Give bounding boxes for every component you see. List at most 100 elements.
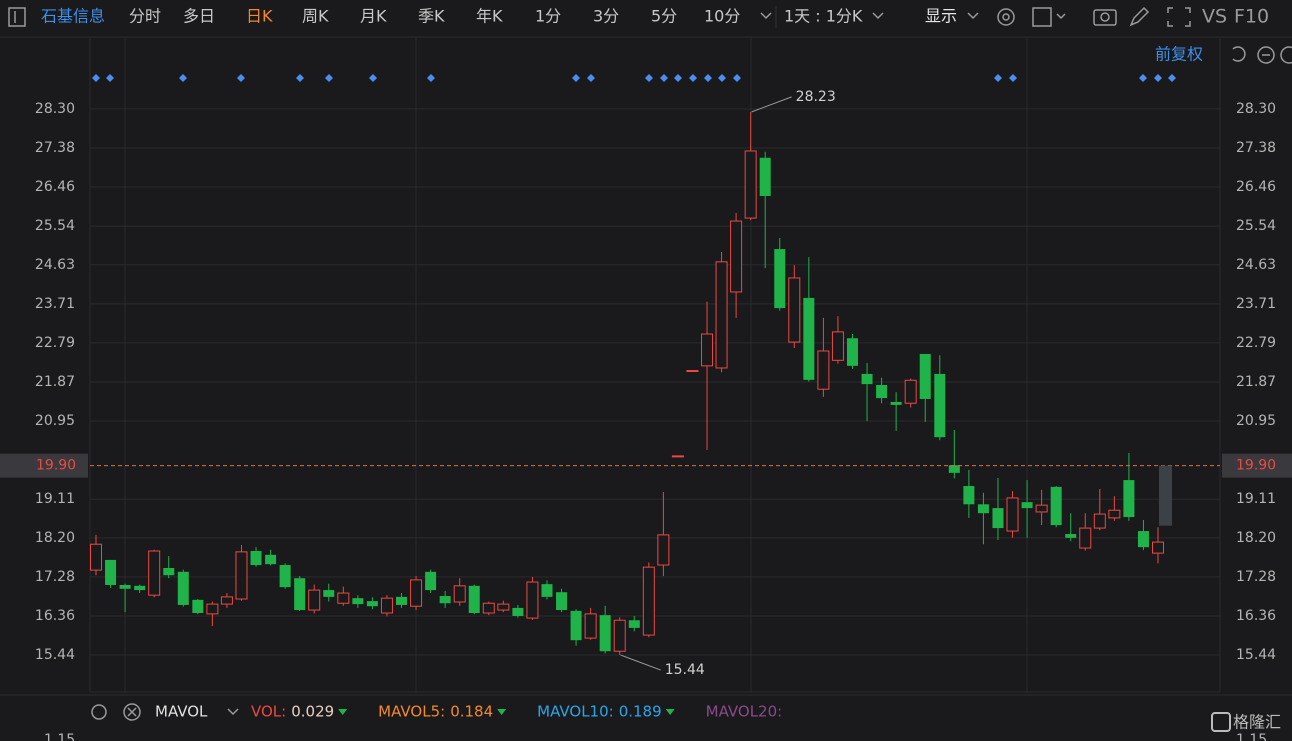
last-price-label: 19.90 [1236,458,1276,474]
indicator-settings-icon[interactable] [91,704,107,720]
last-price-label: 19.90 [36,458,76,474]
tab[interactable]: 10分 [704,7,740,26]
event-marker[interactable] [660,74,668,82]
candle-body [992,508,1004,529]
tab[interactable]: 日K [246,7,273,26]
candle-body [90,543,102,571]
event-marker[interactable] [733,74,741,82]
candle-body [105,559,117,585]
dropdown-arrow[interactable] [872,12,884,20]
checkbox-icon[interactable] [1032,7,1052,27]
event-marker[interactable] [689,74,697,82]
tab[interactable]: 1分 [535,7,561,26]
y-tick-label: 26.46 [35,179,75,195]
panel-icon[interactable] [8,7,26,27]
y-tick-label-right: 19.11 [1236,491,1276,507]
indicator-label: VOL: [251,703,286,721]
candle-body [890,401,902,405]
candle-body [366,601,378,607]
draw-icon[interactable] [1129,6,1150,27]
candle-body [1093,513,1106,529]
candle-body [701,333,714,367]
camera-icon[interactable] [1093,9,1117,26]
tab[interactable]: 多日 [183,7,215,26]
settings-icon[interactable] [997,8,1015,26]
event-marker[interactable] [179,74,187,82]
candle-body [468,585,480,614]
event-marker[interactable] [1154,74,1162,82]
tab[interactable]: 周K [302,7,329,26]
current-bar-indicator [1159,465,1172,526]
indicator-close-icon[interactable] [123,703,141,721]
dropdown-arrow[interactable] [1056,13,1066,20]
event-marker[interactable] [645,74,653,82]
event-marker[interactable] [587,74,595,82]
y-tick-label-right: 20.95 [1236,413,1276,429]
indicator-name[interactable]: MAVOL [155,703,208,721]
event-marker[interactable] [674,74,682,82]
period-select[interactable]: 1天 : 1分K [784,7,863,26]
reset-icon[interactable] [1232,46,1246,62]
candle-body [134,585,146,591]
indicator-values: VOL: 0.029 MAVOL5: 0.184 MAVOL10: 0.189 MAVOL2… [251,703,782,721]
tab[interactable]: 季K [418,7,445,26]
f10-button[interactable]: F10 [1234,6,1269,28]
tab[interactable]: 月K [360,7,387,26]
candle-body [1152,541,1164,554]
candle-body [541,584,553,597]
trend-arrow [665,709,675,715]
tab[interactable]: 3分 [593,7,619,26]
event-marker[interactable] [92,74,100,82]
candle-body [177,571,189,605]
candle-body [556,592,568,611]
dropdown-arrow[interactable] [760,12,772,20]
indicator-label: MAVOL5: [378,703,445,721]
dropdown-arrow[interactable] [967,12,979,20]
candle-body [294,578,306,611]
candle-body [803,297,815,380]
y-tick-label-right: 26.46 [1236,179,1276,195]
event-marker[interactable] [718,74,726,82]
last-price-box [1222,453,1292,478]
event-marker[interactable] [369,74,377,82]
event-marker[interactable] [572,74,580,82]
event-marker[interactable] [1168,74,1176,82]
camera-lens [1100,12,1110,22]
candle-body [482,602,495,614]
event-marker[interactable] [325,74,333,82]
y-tick-label: 21.87 [35,374,75,390]
event-marker[interactable] [237,74,245,82]
event-marker[interactable] [106,74,114,82]
stock-name[interactable]: 石基信息 [41,7,105,26]
zoom-in-icon[interactable] [1280,46,1292,64]
candle-body [1123,480,1135,518]
y-tick-label-right: 15.44 [1236,647,1276,663]
candle-body [337,592,350,604]
tab[interactable]: 分时 [129,7,161,26]
tab[interactable]: 年K [476,7,503,26]
dropdown-arrow[interactable] [227,708,239,716]
display-menu[interactable]: 显示 [925,7,957,26]
event-marker[interactable] [1009,74,1017,82]
candle-body [876,384,888,399]
event-marker[interactable] [994,74,1002,82]
indicator-close-x [127,707,137,717]
candle-body [396,596,408,605]
candle-body [919,353,931,399]
vs-button[interactable]: VS [1202,6,1227,28]
trend-arrow [338,709,348,715]
y-tick-label-right: 28.30 [1236,101,1276,117]
event-marker[interactable] [704,74,712,82]
event-marker[interactable] [427,74,435,82]
annotation: 28.23 [796,89,836,105]
event-marker[interactable] [296,74,304,82]
y-tick-label: 25.54 [35,218,75,234]
adjust-mode[interactable]: 前复权 [1155,45,1203,64]
zoom-out-icon[interactable] [1257,46,1275,64]
tab[interactable]: 5分 [651,7,677,26]
fullscreen-icon[interactable] [1167,7,1191,27]
candle-body [642,566,655,636]
event-marker[interactable] [1139,74,1147,82]
candle-body [1065,534,1077,538]
